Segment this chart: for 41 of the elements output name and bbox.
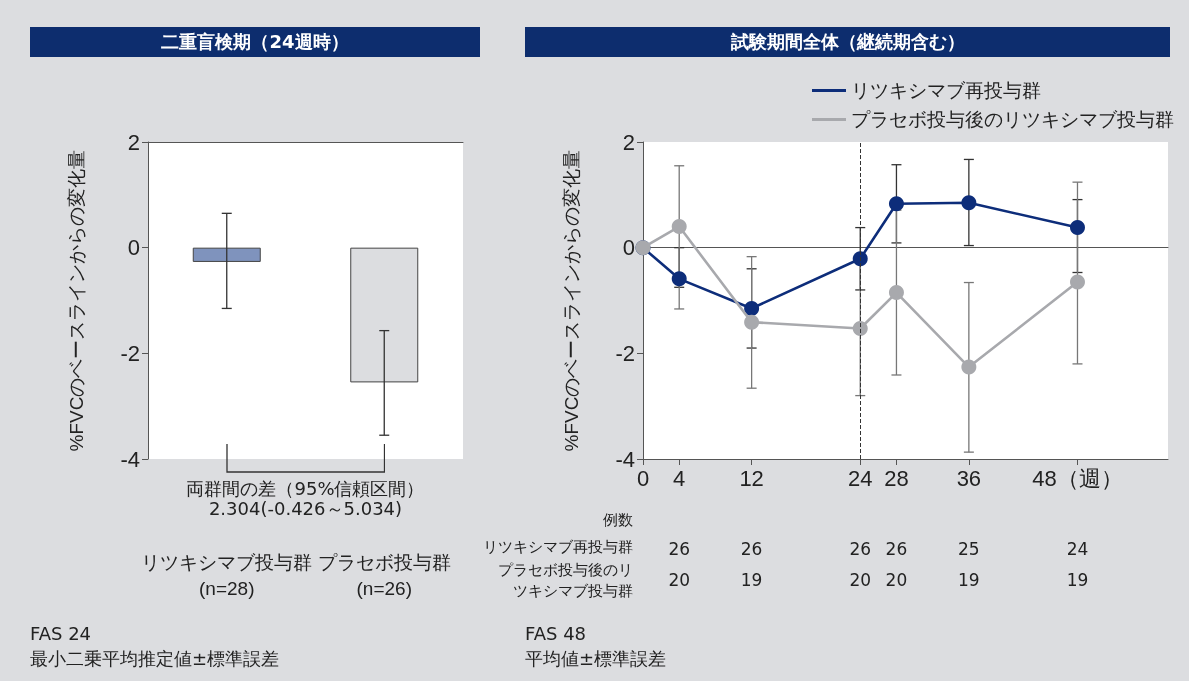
y-axis-title: %FVCのベースラインからの変化量	[66, 149, 87, 452]
text: FAS 24	[30, 622, 92, 646]
text: 26	[667, 538, 691, 561]
y-tick-label: 0	[127, 235, 140, 261]
x-tick-label: プラセボ投与群 (n=26)	[317, 551, 451, 599]
text: 例数	[603, 510, 633, 531]
x-tick-label: 12	[739, 465, 764, 491]
text: 26	[884, 538, 909, 561]
text: FAS 48	[525, 622, 587, 646]
text: 20	[884, 569, 909, 592]
x-tick-label: リツキシマブ投与群 (n=28)	[141, 551, 313, 599]
text: 19	[1065, 569, 1090, 592]
x-tick-label: 48（週）	[1032, 465, 1123, 491]
text: 19	[957, 569, 981, 592]
text: 20	[848, 569, 873, 592]
y-tick-label: 0	[622, 235, 635, 261]
x-tick-label: 28	[884, 465, 909, 491]
y-tick-label: -2	[615, 340, 635, 366]
x-tick-label: 24	[848, 465, 873, 491]
y-tick-label: 2	[127, 129, 140, 155]
text: 最小二乗平均推定値±標準誤差	[30, 647, 280, 671]
text: 平均値±標準誤差	[525, 647, 667, 671]
text: 19	[739, 569, 764, 592]
text: 26	[739, 538, 764, 561]
text: 20	[667, 569, 691, 592]
y-axis-title: %FVCのベースラインからの変化量	[561, 149, 582, 452]
y-tick-label: 2	[622, 129, 635, 155]
chart-title: 二重盲検期（24週時）	[30, 27, 480, 57]
y-tick-label: -2	[120, 340, 140, 366]
text: 26	[848, 538, 873, 561]
text: プラセボ投与後のリツキシマブ投与群	[497, 560, 633, 602]
text: リツキシマブ再投与群	[483, 537, 633, 558]
legend-label: リツキシマブ再投与群	[851, 80, 1041, 101]
x-tick-label: 36	[956, 465, 982, 491]
y-tick-label: -4	[120, 446, 140, 472]
legend-label: プラセボ投与後のリツキシマブ投与群	[851, 109, 1174, 130]
x-tick-label: 4	[673, 465, 686, 491]
text: 25	[957, 538, 981, 561]
y-tick-label: -4	[615, 446, 635, 472]
text: 両群間の差（95%信頼区間） 2.304(-0.426～5.034)	[185, 478, 426, 519]
chart-title: 試験期間全体（継続期含む）	[525, 27, 1170, 57]
